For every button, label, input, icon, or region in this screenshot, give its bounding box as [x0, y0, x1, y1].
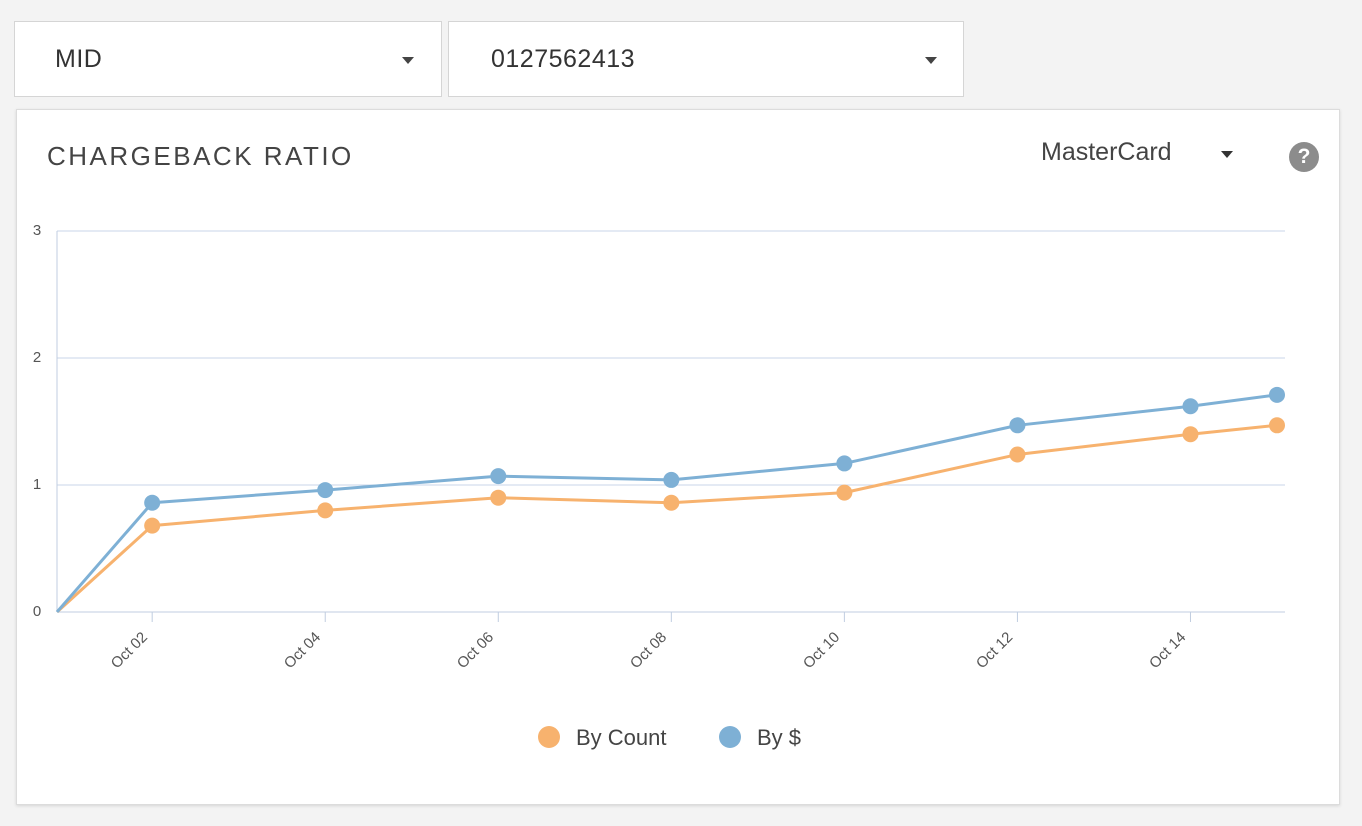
series-line-by-count: [55, 423, 1278, 614]
data-point-by-dollar: [317, 482, 334, 499]
legend-label-by-count: By Count: [576, 725, 667, 750]
data-point-by-dollar: [1182, 398, 1199, 415]
mid-number-value: 0127562413: [491, 44, 636, 73]
y-tick-label: 1: [33, 476, 41, 493]
x-tick-label: Oct 12: [973, 629, 1016, 672]
x-tick-label: Oct 06: [454, 629, 497, 672]
data-point-by-dollar: [1009, 417, 1026, 434]
data-point-by-count: [144, 517, 161, 534]
data-point-by-count: [1269, 417, 1285, 434]
chevron-down-icon: [402, 57, 414, 64]
x-tick-label: Oct 14: [1146, 629, 1189, 672]
chargeback-ratio-chart: 0 1 2 3 Oct 02 Oct 04 Oct 06 Oct 08 Oct 10 Oct 12…: [33, 222, 1285, 750]
data-point-by-dollar: [1269, 386, 1285, 403]
data-point-by-count: [1009, 446, 1026, 463]
data-point-by-dollar: [144, 494, 161, 511]
y-tick-label: 3: [33, 222, 41, 239]
help-icon[interactable]: ?: [1289, 142, 1319, 172]
y-tick-label: 2: [33, 349, 41, 366]
mid-type-select[interactable]: MID: [14, 21, 442, 97]
data-point-by-count: [836, 484, 853, 501]
data-point-by-count: [1182, 426, 1199, 443]
mid-number-select[interactable]: 0127562413: [448, 21, 964, 97]
chevron-down-icon: [925, 57, 937, 64]
x-tick-label: Oct 02: [108, 629, 151, 672]
card-brand-value: MasterCard: [1041, 138, 1172, 166]
legend-marker-by-count: [538, 726, 560, 748]
x-tick-label: Oct 04: [281, 629, 324, 672]
card-title: CHARGEBACK RATIO: [47, 141, 354, 171]
data-point-by-dollar: [663, 471, 680, 488]
mid-type-value: MID: [55, 44, 103, 73]
card-brand-select[interactable]: MasterCard: [1041, 138, 1241, 172]
data-point-by-count: [317, 502, 334, 519]
data-point-by-count: [490, 489, 507, 506]
legend-label-by-dollar: By $: [757, 725, 801, 750]
x-tick-label: Oct 08: [627, 629, 670, 672]
data-point-by-dollar: [490, 468, 507, 485]
chevron-down-icon: [1221, 151, 1233, 158]
legend-marker-by-dollar: [719, 726, 741, 748]
x-tick-label: Oct 10: [800, 629, 843, 672]
data-point-by-dollar: [836, 455, 853, 472]
data-point-by-count: [663, 494, 680, 511]
chargeback-ratio-card: 0 1 2 3 Oct 02 Oct 04 Oct 06 Oct 08 Oct 10 Oct 12…: [16, 109, 1340, 805]
y-tick-label: 0: [33, 603, 41, 620]
